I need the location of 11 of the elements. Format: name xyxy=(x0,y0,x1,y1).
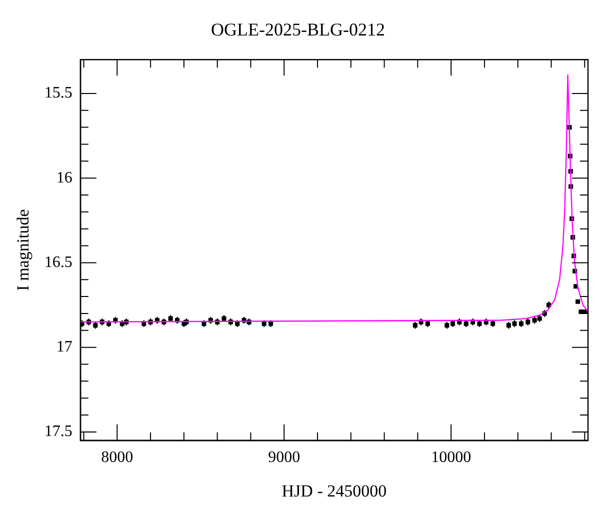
chart-title: OGLE-2025-BLG-0212 xyxy=(211,20,385,40)
y-tick-label: 17 xyxy=(56,338,72,356)
y-axis-title: I magnitude xyxy=(14,209,33,291)
y-tick-label: 16 xyxy=(56,169,72,186)
y-tick-label: 16.5 xyxy=(44,254,72,271)
x-tick-label: 9000 xyxy=(268,449,300,466)
x-tick-label: 10000 xyxy=(431,449,472,466)
x-tick-label: 8000 xyxy=(101,449,134,466)
y-tick-label: 17.5 xyxy=(44,423,72,440)
y-tick-label: 15.5 xyxy=(44,84,72,102)
x-axis-title: HJD - 2450000 xyxy=(282,481,387,500)
